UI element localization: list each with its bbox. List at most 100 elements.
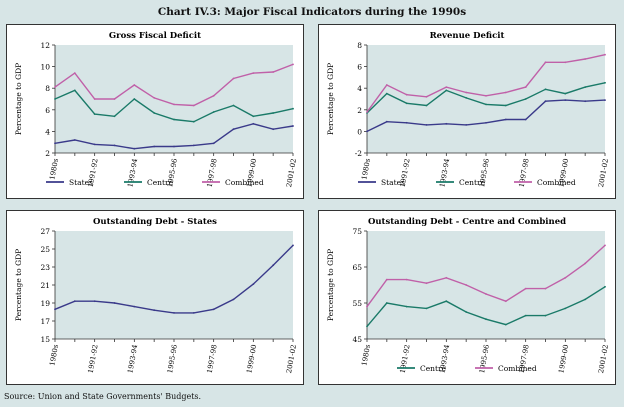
data-point-centre [366, 325, 368, 328]
x-tick-label: 1999-00 [557, 344, 570, 374]
data-point-combined [405, 278, 408, 281]
x-tick-label: 1997-98 [206, 344, 219, 374]
data-point-combined [524, 287, 527, 290]
data-point-combined [272, 71, 275, 73]
data-point-centre [524, 314, 527, 317]
data-point-combined [584, 58, 587, 60]
data-point-states [133, 147, 136, 150]
data-point-states [292, 125, 294, 127]
data-point-states [252, 122, 255, 125]
data-point-centre [485, 318, 487, 321]
x-tick-label: 1997-98 [518, 158, 531, 188]
data-point-states [153, 309, 156, 312]
data-point-centre [544, 314, 547, 317]
data-point-combined [465, 91, 468, 94]
chart-revenue-deficit: Revenue Deficit -2 0 2 4 6 8 Percentage to GDP 1… [326, 31, 610, 188]
data-point-states [445, 122, 448, 125]
data-point-centre [544, 88, 547, 91]
y-tick-label: 21 [40, 281, 50, 290]
data-point-combined [604, 53, 606, 56]
plot-area [367, 231, 605, 339]
data-point-centre [192, 120, 195, 123]
y-tick-label: 10 [40, 63, 50, 72]
y-tick-label: 8 [45, 84, 50, 93]
y-tick-label: 23 [40, 263, 50, 272]
x-tick-label: 1993-94 [126, 157, 139, 188]
data-point-combined [465, 284, 468, 286]
x-tick-label: 2001-02 [597, 344, 610, 374]
data-point-combined [504, 91, 507, 94]
data-point-states [54, 308, 56, 311]
y-tick-label: 75 [352, 227, 362, 236]
plot-area [55, 231, 293, 339]
data-point-combined [54, 86, 56, 88]
panel-outstanding-debt-centre-combined: Outstanding Debt - Centre and Combined 45… [318, 210, 616, 385]
data-point-centre [485, 103, 487, 106]
y-tick-label: 6 [45, 106, 50, 115]
legend-label-combined: Combined [498, 364, 537, 373]
data-point-centre [524, 98, 527, 100]
data-point-combined [133, 84, 136, 86]
data-point-combined [504, 300, 507, 303]
data-point-centre [385, 302, 388, 304]
y-axis-label: Percentage to GDP [326, 63, 335, 135]
data-point-centre [504, 323, 507, 326]
x-tick-label: 1993-94 [438, 157, 451, 188]
data-point-states [113, 302, 116, 304]
data-point-states [524, 118, 527, 121]
data-point-states [544, 100, 547, 103]
data-point-combined [485, 293, 487, 295]
data-point-centre [272, 112, 275, 114]
data-point-states [173, 312, 175, 314]
data-point-states [366, 130, 368, 133]
data-point-centre [113, 115, 116, 118]
data-point-combined [173, 103, 175, 106]
data-point-centre [425, 104, 428, 107]
data-point-combined [93, 98, 96, 100]
data-point-centre [445, 300, 448, 303]
x-tick-label: 1995-96 [478, 343, 491, 374]
data-point-states [192, 312, 195, 314]
x-tick-label: 1980s [360, 158, 372, 181]
data-point-combined [604, 244, 606, 247]
data-point-centre [405, 305, 408, 308]
x-tick-label: 1991-92 [87, 344, 100, 374]
data-point-centre [54, 98, 56, 100]
x-tick-label: 1980s [48, 344, 60, 367]
data-point-states [405, 121, 408, 124]
data-point-combined [485, 94, 487, 97]
data-point-combined [252, 72, 255, 74]
y-tick-label: 27 [40, 227, 50, 236]
data-point-combined [544, 287, 547, 290]
data-point-states [272, 128, 275, 131]
data-point-centre [252, 115, 255, 118]
y-tick-label: 6 [357, 63, 362, 72]
y-axis-label: Percentage to GDP [14, 63, 23, 135]
data-point-states [93, 143, 96, 146]
panel-revenue-deficit: Revenue Deficit -2 0 2 4 6 8 Percentage to GDP 1… [318, 24, 616, 199]
data-point-states [133, 305, 136, 308]
x-tick-label: 1991-92 [399, 344, 412, 374]
data-point-combined [445, 86, 448, 88]
x-tick-label: 1980s [48, 158, 60, 181]
y-tick-label: 19 [40, 299, 50, 308]
data-point-combined [425, 282, 428, 285]
data-point-combined [73, 72, 76, 74]
data-point-centre [445, 89, 448, 92]
y-tick-label: 12 [40, 41, 50, 50]
chart-outstanding-debt-states: Outstanding Debt - States 15 17 19 21 23 25 27 P… [14, 217, 298, 374]
data-point-centre [425, 307, 428, 310]
y-tick-label: 25 [40, 245, 50, 254]
data-point-combined [564, 61, 567, 64]
data-point-combined [425, 95, 428, 98]
panel-gross-fiscal-deficit: Gross Fiscal Deficit 2 4 6 8 10 12 Percentage t… [6, 24, 304, 199]
data-point-states [232, 128, 235, 131]
y-tick-label: 55 [352, 299, 362, 308]
data-point-combined [232, 77, 235, 80]
source-note: Source: Union and State Governments' Bud… [4, 392, 202, 401]
data-point-combined [153, 97, 156, 99]
legend-label-centre: Centre [420, 364, 447, 373]
data-point-states [272, 264, 275, 267]
panel-outstanding-debt-states: Outstanding Debt - States 15 17 19 21 23 25 27 P… [6, 210, 304, 385]
data-point-combined [366, 305, 368, 308]
